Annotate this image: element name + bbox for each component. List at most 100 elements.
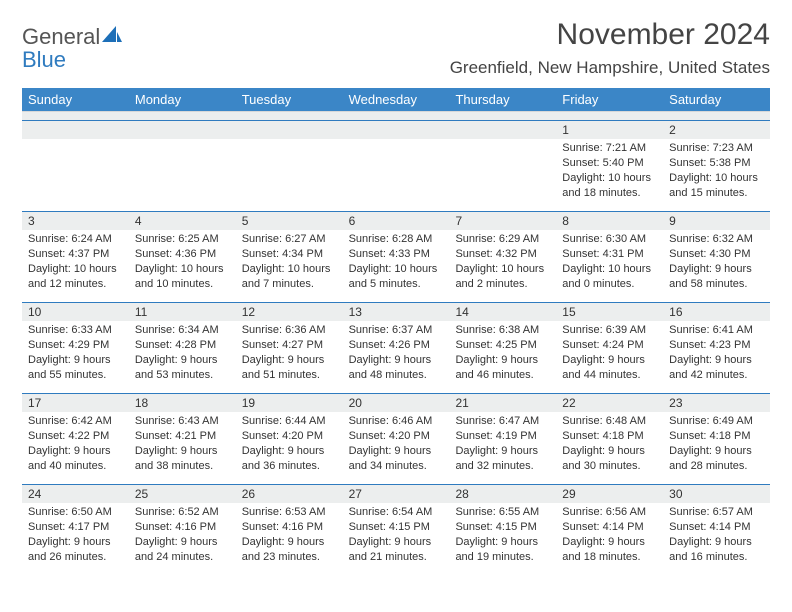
sunset-text: Sunset: 4:37 PM — [28, 247, 123, 262]
calendar: Sunday Monday Tuesday Wednesday Thursday… — [22, 88, 770, 575]
sunrise-text: Sunrise: 6:25 AM — [135, 232, 230, 247]
day-body: Sunrise: 6:38 AMSunset: 4:25 PMDaylight:… — [449, 321, 556, 388]
sunrise-text: Sunrise: 6:53 AM — [242, 505, 337, 520]
day-number: 21 — [449, 394, 556, 412]
sunset-text: Sunset: 4:20 PM — [349, 429, 444, 444]
day-number: 2 — [663, 121, 770, 139]
daylight-text: Daylight: 9 hours and 34 minutes. — [349, 444, 444, 474]
day-cell: 23Sunrise: 6:49 AMSunset: 4:18 PMDayligh… — [663, 394, 770, 484]
day-body — [343, 139, 450, 147]
day-cell: 5Sunrise: 6:27 AMSunset: 4:34 PMDaylight… — [236, 212, 343, 302]
daylight-text: Daylight: 9 hours and 58 minutes. — [669, 262, 764, 292]
sunset-text: Sunset: 4:28 PM — [135, 338, 230, 353]
day-cell: 3Sunrise: 6:24 AMSunset: 4:37 PMDaylight… — [22, 212, 129, 302]
day-cell: 27Sunrise: 6:54 AMSunset: 4:15 PMDayligh… — [343, 485, 450, 575]
day-body: Sunrise: 6:55 AMSunset: 4:15 PMDaylight:… — [449, 503, 556, 570]
sunset-text: Sunset: 4:14 PM — [669, 520, 764, 535]
sunset-text: Sunset: 4:19 PM — [455, 429, 550, 444]
sunset-text: Sunset: 4:25 PM — [455, 338, 550, 353]
sunrise-text: Sunrise: 6:43 AM — [135, 414, 230, 429]
sunset-text: Sunset: 5:40 PM — [562, 156, 657, 171]
day-body: Sunrise: 6:32 AMSunset: 4:30 PMDaylight:… — [663, 230, 770, 297]
daylight-text: Daylight: 9 hours and 36 minutes. — [242, 444, 337, 474]
sunrise-text: Sunrise: 6:46 AM — [349, 414, 444, 429]
day-cell: 14Sunrise: 6:38 AMSunset: 4:25 PMDayligh… — [449, 303, 556, 393]
dow-friday: Friday — [556, 88, 663, 111]
sunset-text: Sunset: 4:16 PM — [242, 520, 337, 535]
day-cell: 16Sunrise: 6:41 AMSunset: 4:23 PMDayligh… — [663, 303, 770, 393]
day-cell: 20Sunrise: 6:46 AMSunset: 4:20 PMDayligh… — [343, 394, 450, 484]
sunset-text: Sunset: 4:18 PM — [669, 429, 764, 444]
day-number — [236, 121, 343, 139]
sunset-text: Sunset: 4:29 PM — [28, 338, 123, 353]
day-body: Sunrise: 6:25 AMSunset: 4:36 PMDaylight:… — [129, 230, 236, 297]
daylight-text: Daylight: 9 hours and 18 minutes. — [562, 535, 657, 565]
day-number: 13 — [343, 303, 450, 321]
sunrise-text: Sunrise: 6:50 AM — [28, 505, 123, 520]
sunset-text: Sunset: 4:36 PM — [135, 247, 230, 262]
sunrise-text: Sunrise: 6:24 AM — [28, 232, 123, 247]
day-number: 5 — [236, 212, 343, 230]
day-number: 12 — [236, 303, 343, 321]
daylight-text: Daylight: 9 hours and 51 minutes. — [242, 353, 337, 383]
day-cell: 12Sunrise: 6:36 AMSunset: 4:27 PMDayligh… — [236, 303, 343, 393]
day-number: 18 — [129, 394, 236, 412]
day-body: Sunrise: 6:42 AMSunset: 4:22 PMDaylight:… — [22, 412, 129, 479]
sunrise-text: Sunrise: 6:27 AM — [242, 232, 337, 247]
day-cell: 25Sunrise: 6:52 AMSunset: 4:16 PMDayligh… — [129, 485, 236, 575]
day-body: Sunrise: 6:30 AMSunset: 4:31 PMDaylight:… — [556, 230, 663, 297]
daylight-text: Daylight: 10 hours and 15 minutes. — [669, 171, 764, 201]
day-body: Sunrise: 6:56 AMSunset: 4:14 PMDaylight:… — [556, 503, 663, 570]
daylight-text: Daylight: 10 hours and 7 minutes. — [242, 262, 337, 292]
daylight-text: Daylight: 10 hours and 18 minutes. — [562, 171, 657, 201]
sunrise-text: Sunrise: 6:55 AM — [455, 505, 550, 520]
sunset-text: Sunset: 4:15 PM — [455, 520, 550, 535]
sunrise-text: Sunrise: 6:38 AM — [455, 323, 550, 338]
daylight-text: Daylight: 9 hours and 19 minutes. — [455, 535, 550, 565]
day-number: 25 — [129, 485, 236, 503]
sunrise-text: Sunrise: 6:47 AM — [455, 414, 550, 429]
day-body: Sunrise: 6:28 AMSunset: 4:33 PMDaylight:… — [343, 230, 450, 297]
sunset-text: Sunset: 4:23 PM — [669, 338, 764, 353]
day-body: Sunrise: 6:54 AMSunset: 4:15 PMDaylight:… — [343, 503, 450, 570]
day-number: 29 — [556, 485, 663, 503]
logo-text-gray: General — [22, 24, 100, 49]
sunset-text: Sunset: 4:21 PM — [135, 429, 230, 444]
sunset-text: Sunset: 5:38 PM — [669, 156, 764, 171]
sunrise-text: Sunrise: 6:56 AM — [562, 505, 657, 520]
daylight-text: Daylight: 9 hours and 53 minutes. — [135, 353, 230, 383]
dow-row: Sunday Monday Tuesday Wednesday Thursday… — [22, 88, 770, 111]
sunrise-text: Sunrise: 6:37 AM — [349, 323, 444, 338]
sunrise-text: Sunrise: 6:32 AM — [669, 232, 764, 247]
day-cell: 29Sunrise: 6:56 AMSunset: 4:14 PMDayligh… — [556, 485, 663, 575]
day-number: 22 — [556, 394, 663, 412]
dow-wednesday: Wednesday — [343, 88, 450, 111]
sunrise-text: Sunrise: 6:42 AM — [28, 414, 123, 429]
day-number: 27 — [343, 485, 450, 503]
day-body: Sunrise: 6:36 AMSunset: 4:27 PMDaylight:… — [236, 321, 343, 388]
day-cell: 2Sunrise: 7:23 AMSunset: 5:38 PMDaylight… — [663, 121, 770, 211]
day-body: Sunrise: 6:57 AMSunset: 4:14 PMDaylight:… — [663, 503, 770, 570]
day-cell: 18Sunrise: 6:43 AMSunset: 4:21 PMDayligh… — [129, 394, 236, 484]
daylight-text: Daylight: 9 hours and 30 minutes. — [562, 444, 657, 474]
daylight-text: Daylight: 9 hours and 21 minutes. — [349, 535, 444, 565]
day-body: Sunrise: 7:23 AMSunset: 5:38 PMDaylight:… — [663, 139, 770, 206]
day-number: 24 — [22, 485, 129, 503]
sunrise-text: Sunrise: 6:54 AM — [349, 505, 444, 520]
day-cell: 30Sunrise: 6:57 AMSunset: 4:14 PMDayligh… — [663, 485, 770, 575]
logo: General Blue — [22, 18, 122, 72]
daylight-text: Daylight: 10 hours and 5 minutes. — [349, 262, 444, 292]
day-body: Sunrise: 6:24 AMSunset: 4:37 PMDaylight:… — [22, 230, 129, 297]
day-body: Sunrise: 6:39 AMSunset: 4:24 PMDaylight:… — [556, 321, 663, 388]
header: General Blue November 2024 Greenfield, N… — [22, 18, 770, 78]
dow-tuesday: Tuesday — [236, 88, 343, 111]
daylight-text: Daylight: 9 hours and 48 minutes. — [349, 353, 444, 383]
day-cell — [449, 121, 556, 211]
daylight-text: Daylight: 10 hours and 0 minutes. — [562, 262, 657, 292]
day-cell: 28Sunrise: 6:55 AMSunset: 4:15 PMDayligh… — [449, 485, 556, 575]
day-cell — [236, 121, 343, 211]
day-number: 30 — [663, 485, 770, 503]
sunrise-text: Sunrise: 6:57 AM — [669, 505, 764, 520]
dow-monday: Monday — [129, 88, 236, 111]
day-number: 17 — [22, 394, 129, 412]
